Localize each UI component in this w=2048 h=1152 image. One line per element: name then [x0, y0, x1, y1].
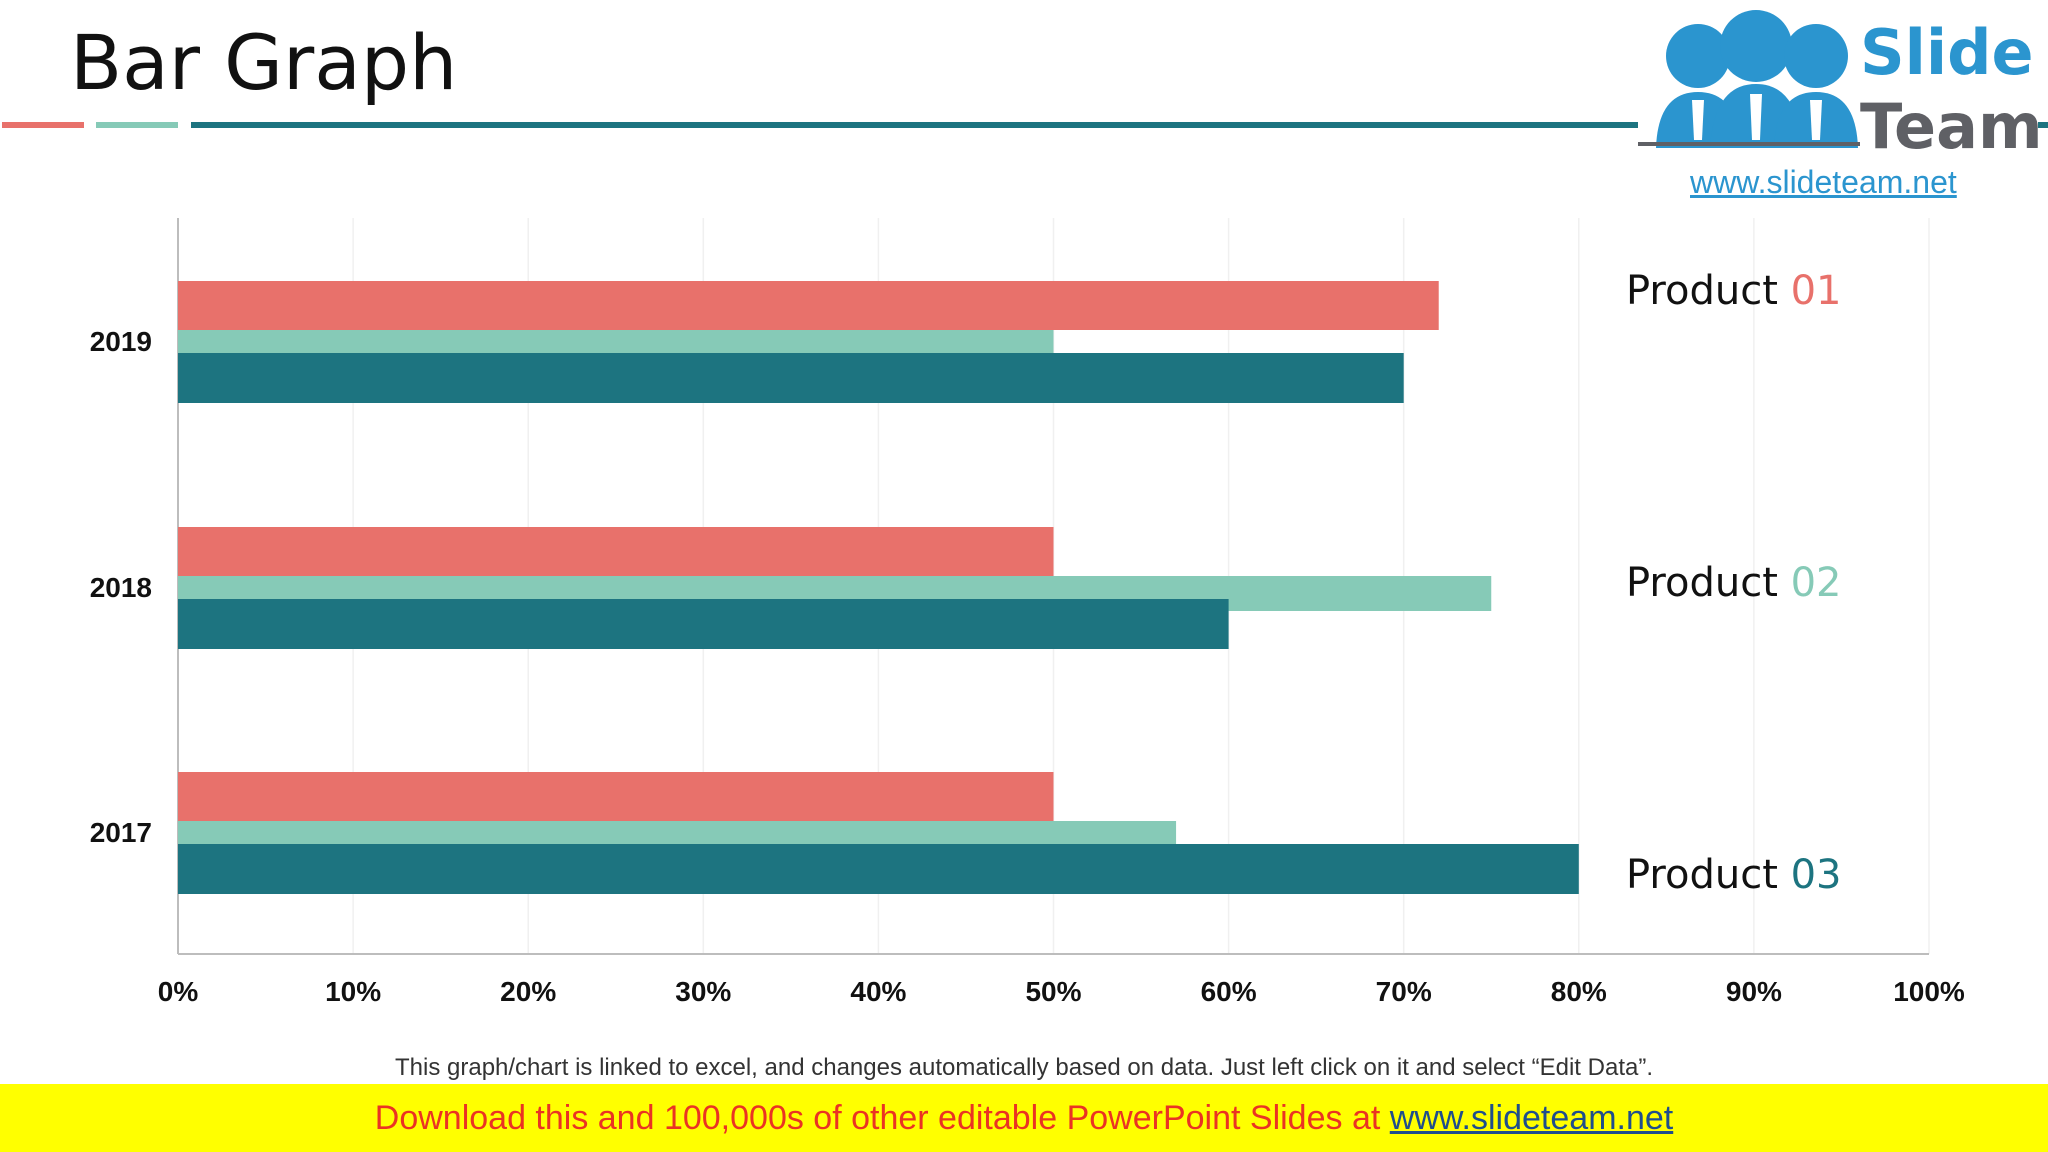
divider-teal [191, 122, 2048, 128]
legend-product-03-word: Product [1626, 852, 1778, 898]
legend-product-02: Product 02 [1626, 560, 1842, 606]
x-tick-label: 90% [1726, 976, 1782, 1007]
divider-mint [96, 122, 178, 128]
logo-wordmark-slide: Slide [1860, 16, 2034, 89]
bar [178, 599, 1229, 649]
x-tick-label: 20% [500, 976, 556, 1007]
x-tick-label: 100% [1893, 976, 1965, 1007]
legend-product-01: Product 01 [1626, 268, 1842, 314]
legend-product-01-number: 01 [1790, 268, 1842, 314]
x-tick-label: 10% [325, 976, 381, 1007]
legend-product-03: Product 03 [1626, 852, 1842, 898]
legend-product-01-word: Product [1626, 268, 1778, 314]
bar-chart: 0% 10% 20% 30% 40% 50% 60% 70% 80% 90% 100% 2019 201… [90, 218, 1965, 1007]
team-people-icon [1638, 10, 1860, 148]
y-category-label: 2018 [90, 572, 152, 603]
x-tick-label: 30% [675, 976, 731, 1007]
x-tick-label: 50% [1025, 976, 1081, 1007]
bar [178, 353, 1404, 403]
slide-title: Bar Graph [70, 18, 458, 107]
x-tick-label: 40% [850, 976, 906, 1007]
y-category-label: 2019 [90, 326, 152, 357]
x-tick-label: 80% [1551, 976, 1607, 1007]
bar [178, 527, 1054, 576]
slideteam-logo[interactable]: Slide Team www.slideteam.net [1638, 0, 2043, 200]
y-category-label: 2017 [90, 817, 152, 848]
banner-text: Download this and 100,000s of other edit… [374, 1099, 1390, 1137]
logo-url-link[interactable]: www.slideteam.net [1690, 164, 1957, 200]
bar [178, 281, 1439, 330]
download-banner: Download this and 100,000s of other edit… [0, 1084, 2048, 1152]
legend-product-02-word: Product [1626, 560, 1778, 606]
logo-wordmark-team: Team [1860, 90, 2043, 163]
banner-link[interactable]: www.slideteam.net [1389, 1099, 1674, 1137]
bar [178, 772, 1054, 821]
x-tick-label: 60% [1201, 976, 1257, 1007]
divider-red [2, 122, 84, 128]
chart-footnote: This graph/chart is linked to excel, and… [395, 1054, 1653, 1081]
x-tick-label: 0% [158, 976, 199, 1007]
x-tick-label: 70% [1376, 976, 1432, 1007]
legend-product-03-number: 03 [1790, 852, 1842, 898]
bar [178, 844, 1579, 894]
legend-product-02-number: 02 [1790, 560, 1842, 606]
